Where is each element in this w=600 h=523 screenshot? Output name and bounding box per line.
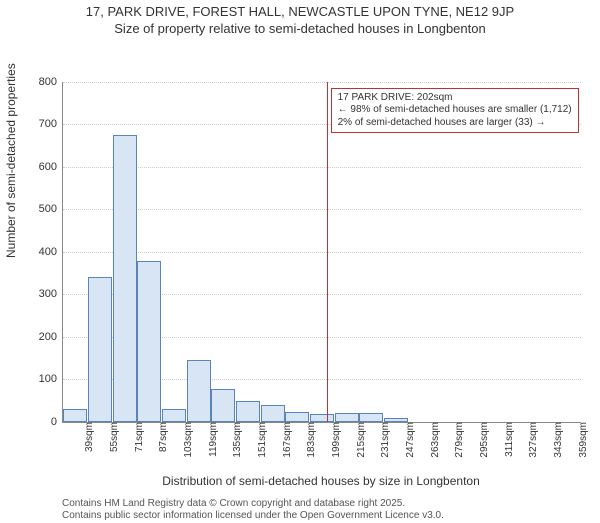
x-tick-label: 279sqm: [450, 422, 465, 458]
y-tick-label: 200: [39, 331, 63, 343]
title-line-2: Size of property relative to semi-detach…: [0, 21, 600, 38]
x-tick-label: 343sqm: [549, 422, 564, 458]
histogram-bar: [187, 360, 211, 422]
histogram-bar: [359, 413, 383, 422]
grid-line: [63, 167, 581, 168]
histogram-bar: [285, 412, 309, 421]
histogram-bar: [88, 277, 112, 422]
x-tick-label: 263sqm: [426, 422, 441, 458]
histogram-bar: [211, 389, 235, 422]
grid-line: [63, 209, 581, 210]
y-tick-label: 600: [39, 161, 63, 173]
x-tick-label: 151sqm: [253, 422, 268, 458]
y-tick-label: 400: [39, 246, 63, 258]
title-line-1: 17, PARK DRIVE, FOREST HALL, NEWCASTLE U…: [0, 4, 600, 21]
x-tick-label: 87sqm: [154, 422, 169, 452]
x-tick-label: 327sqm: [524, 422, 539, 458]
reference-line: [327, 82, 328, 422]
x-tick-label: 359sqm: [574, 422, 589, 458]
y-tick-label: 500: [39, 203, 63, 215]
x-tick-label: 119sqm: [204, 422, 219, 457]
y-tick-label: 700: [39, 118, 63, 130]
x-tick-label: 295sqm: [475, 422, 490, 458]
x-tick-label: 167sqm: [278, 422, 293, 458]
histogram-bar: [310, 414, 334, 422]
x-tick-label: 71sqm: [130, 422, 145, 452]
x-tick-label: 247sqm: [401, 422, 416, 458]
y-axis-label: Number of semi-detached properties: [4, 63, 18, 258]
plot-area: 010020030040050060070080039sqm55sqm71sqm…: [62, 82, 581, 423]
y-tick-label: 0: [51, 416, 63, 428]
footer-line-2: Contains public sector information licen…: [62, 510, 444, 523]
x-tick-label: 55sqm: [105, 422, 120, 452]
annotation-box: 17 PARK DRIVE: 202sqm← 98% of semi-detac…: [331, 88, 579, 134]
x-axis-label: Distribution of semi-detached houses by …: [62, 474, 580, 488]
histogram-bar: [63, 409, 87, 422]
x-tick-label: 199sqm: [327, 422, 342, 458]
y-tick-label: 800: [39, 76, 63, 88]
y-tick-label: 300: [39, 288, 63, 300]
annotation-line: ← 98% of semi-detached houses are smalle…: [338, 104, 572, 117]
x-tick-label: 311sqm: [500, 422, 515, 457]
histogram-bar: [335, 413, 359, 422]
x-tick-label: 231sqm: [376, 422, 391, 458]
footer: Contains HM Land Registry data © Crown c…: [62, 498, 444, 523]
x-tick-label: 135sqm: [228, 422, 243, 458]
x-tick-label: 183sqm: [302, 422, 317, 458]
grid-line: [63, 82, 581, 83]
histogram-bar: [261, 405, 285, 422]
chart-title-block: 17, PARK DRIVE, FOREST HALL, NEWCASTLE U…: [0, 0, 600, 38]
histogram-bar: [137, 261, 161, 422]
x-tick-label: 103sqm: [179, 422, 194, 458]
annotation-line: 17 PARK DRIVE: 202sqm: [338, 92, 572, 105]
histogram-bar: [236, 401, 260, 422]
grid-line: [63, 252, 581, 253]
y-tick-label: 100: [39, 373, 63, 385]
histogram-bar: [113, 135, 137, 422]
x-tick-label: 215sqm: [352, 422, 367, 458]
x-tick-label: 39sqm: [80, 422, 95, 452]
histogram-bar: [162, 409, 186, 422]
annotation-line: 2% of semi-detached houses are larger (3…: [338, 117, 572, 130]
